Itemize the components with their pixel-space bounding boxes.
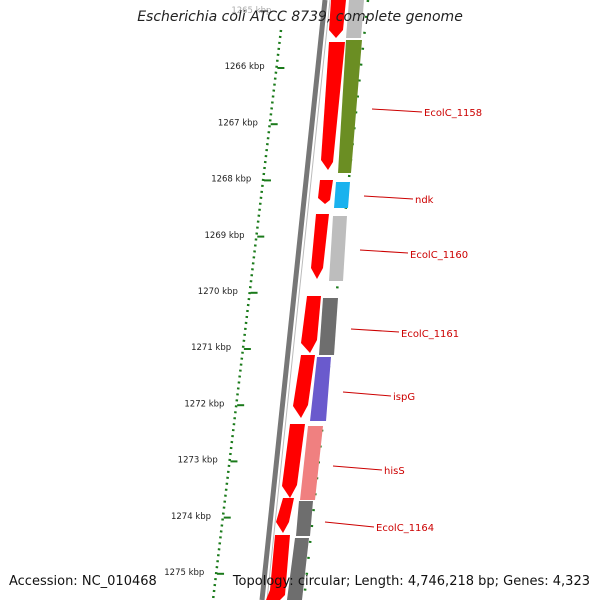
gene-arrow-EcolC_1164 [266,535,290,600]
genes-value: 4,323 [552,574,590,589]
gene-block-EcolC_1158-color [338,40,362,173]
gene-block-EcolC_1163-color [296,501,313,536]
scale-label: 1271 kbp [191,343,231,353]
scale-label: 1268 kbp [211,175,251,185]
accession-info: Accession: NC_010468 [9,574,157,589]
gene-arrow-EcolC_1158 [321,42,345,170]
gene-label-ndk: ndk [415,195,434,206]
length-value: 4,746,218 bp [407,574,495,589]
leader-hisS [332,465,383,471]
gene-label-EcolC_1158: EcolC_1158 [424,108,482,119]
accession-value: NC_010468 [81,574,157,589]
gene-block-ispG-color [310,357,331,421]
gene-arrow-ndk [318,180,333,204]
gene-block-hisS-color [300,426,323,500]
topology-value: circular [297,574,346,589]
gene-arrow-hisS [282,424,305,498]
leader-EcolC_1164 [324,521,375,528]
scale-label: 1266 kbp [225,62,265,72]
gene-label-EcolC_1160: EcolC_1160 [410,250,468,261]
backbone-line-light [266,0,331,600]
leader-ispG [342,391,392,397]
gene-arrow-EcolC_1160 [311,214,329,279]
gene-label-EcolC_1164: EcolC_1164 [376,523,434,534]
gene-label-hisS: hisS [384,466,405,477]
scale-label: 1273 kbp [178,456,218,466]
gene-arrow-EcolC_1161 [301,296,321,353]
accession-label: Accession: [9,574,78,589]
category-strand [287,0,364,600]
gene-labels: EcolC_1158 ndk EcolC_1160 EcolC_1161 isp… [324,108,482,534]
backbone-line [259,0,328,600]
map-title: Escherichia coli ATCC 8739, complete gen… [137,9,463,25]
gene-block-EcolC_1164-color [287,538,309,600]
genes-label: Genes: [503,574,549,589]
leader-EcolC_1161 [350,328,400,333]
genome-summary: Topology: circular; Length: 4,746,218 bp… [232,574,590,589]
gene-block-EcolC_1160-color [329,216,347,281]
scale-label: 1275 kbp [164,568,204,578]
leader-EcolC_1160 [359,249,409,254]
gene-arrow-EcolC_1157 [329,0,346,38]
scale-label: 1270 kbp [198,287,238,297]
scale-ticks: 1265 kbp 1266 kbp 1267 kbp 1268 kbp 1269 kbp… [164,6,285,578]
scale-label: 1269 kbp [205,231,245,241]
scale-label: 1267 kbp [218,118,258,128]
forward-strand-genes [266,0,346,600]
gene-arrow-EcolC_1163 [276,498,294,533]
gene-block-EcolC_1161-color [319,298,338,355]
gene-arrow-ispG [293,355,315,418]
length-label: Length: [354,574,404,589]
scale-label: 1272 kbp [184,399,224,409]
gene-block-top [346,0,364,38]
gene-label-ispG: ispG [393,392,415,403]
leader-EcolC_1158 [371,108,423,113]
scale-label: 1274 kbp [171,512,211,522]
scale-label: 1265 kbp [231,6,271,16]
gene-label-EcolC_1161: EcolC_1161 [401,329,459,340]
gene-block-ndk-color [334,182,350,208]
topology-label: Topology: [232,574,294,589]
leader-ndk [363,195,414,200]
